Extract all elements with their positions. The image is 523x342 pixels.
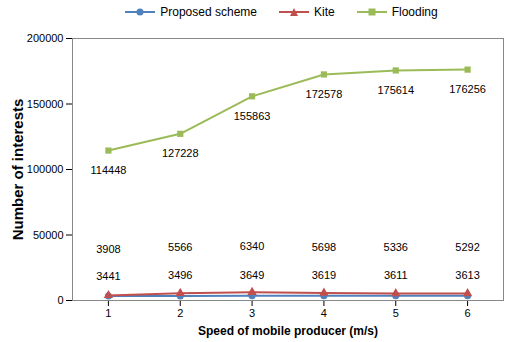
svg-text:176256: 176256 [449, 83, 486, 95]
svg-text:172578: 172578 [306, 88, 343, 100]
svg-text:Number of interests: Number of interests [9, 99, 26, 241]
svg-text:127228: 127228 [162, 147, 199, 159]
svg-text:3441: 3441 [96, 270, 120, 282]
svg-text:5698: 5698 [312, 241, 336, 253]
svg-text:6340: 6340 [240, 240, 264, 252]
svg-text:3611: 3611 [384, 269, 408, 281]
svg-text:5292: 5292 [455, 241, 479, 253]
svg-text:155863: 155863 [234, 110, 271, 122]
svg-text:3649: 3649 [240, 269, 264, 281]
svg-text:150000: 150000 [27, 98, 64, 110]
html-text:Proposed scheme: Proposed scheme [160, 5, 257, 19]
svg-text:6: 6 [465, 307, 471, 319]
svg-text:3619: 3619 [312, 269, 336, 281]
svg-text:200000: 200000 [27, 32, 64, 44]
svg-text:4: 4 [321, 307, 327, 319]
svg-text:3496: 3496 [168, 269, 192, 281]
svg-text:114448: 114448 [90, 164, 126, 176]
svg-text:5566: 5566 [168, 241, 192, 253]
svg-text:50000: 50000 [33, 229, 64, 241]
svg-text:3908: 3908 [96, 243, 120, 255]
html-text:Flooding: Flooding [391, 5, 438, 19]
svg-text:3: 3 [249, 307, 255, 319]
svg-text:Speed of mobile producer (m/s): Speed of mobile producer (m/s) [198, 324, 378, 338]
svg-text:175614: 175614 [377, 84, 414, 96]
svg-text:5336: 5336 [384, 241, 408, 253]
html-text:Kite: Kite [314, 5, 335, 19]
svg-text:0: 0 [57, 294, 63, 306]
svg-text:5: 5 [393, 307, 399, 319]
svg-text:1: 1 [105, 307, 111, 319]
svg-text:3613: 3613 [455, 269, 479, 281]
svg-text:2: 2 [177, 307, 183, 319]
svg-text:100000: 100000 [27, 163, 64, 175]
